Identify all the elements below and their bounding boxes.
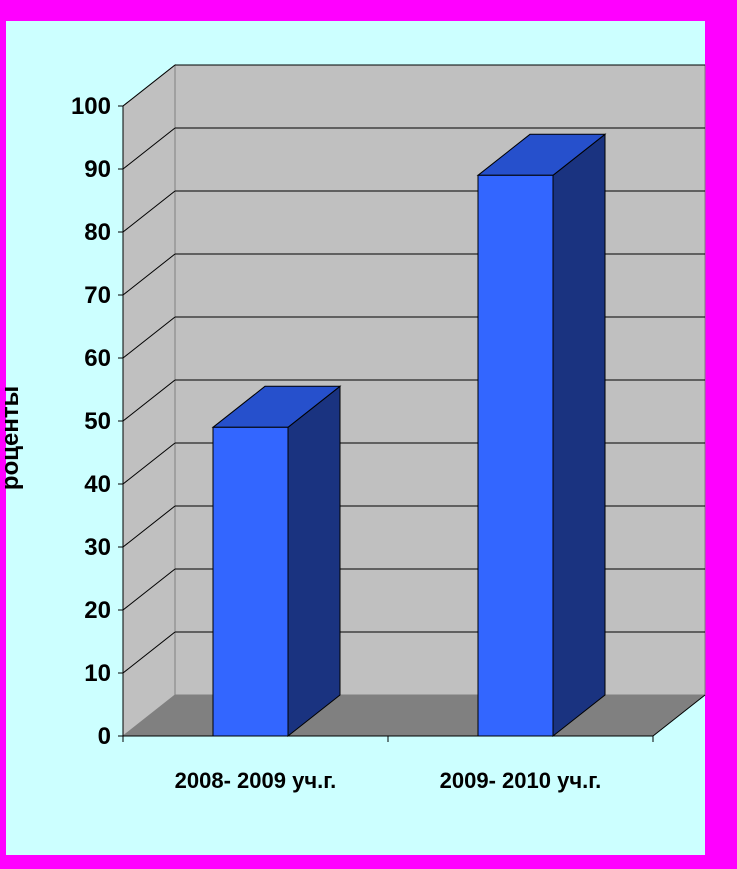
chart-walls (122, 63, 706, 738)
bar (211, 385, 342, 738)
bar-side-face (552, 133, 606, 738)
gridline-side (122, 505, 176, 548)
gridline-side (122, 442, 176, 485)
bar (476, 133, 607, 738)
gridline-side (122, 64, 176, 107)
y-tick-label: 20 (84, 597, 111, 624)
y-tick-label: 80 (84, 219, 111, 246)
axes (118, 105, 706, 742)
y-tick-label: 90 (84, 156, 111, 183)
x-category-label: 2008- 2009 уч.г. (175, 768, 337, 793)
y-tick-label: 70 (84, 282, 111, 309)
bar-front-face (477, 174, 554, 737)
y-tick-label: 40 (84, 471, 111, 498)
bar-side-face (287, 385, 341, 738)
y-tick-label: 0 (98, 723, 111, 750)
bar-front-face (212, 426, 289, 737)
gridline-side (122, 190, 176, 233)
bars (211, 133, 607, 738)
floor (123, 695, 705, 736)
y-tick-label: 10 (84, 660, 111, 687)
y-tick-label: 60 (84, 345, 111, 372)
y-tick-labels: 0 10 20 30 40 50 60 70 80 90 100 (71, 93, 111, 750)
gridline-side (122, 379, 176, 422)
gridline-side (122, 568, 176, 611)
gridline-side (122, 253, 176, 296)
gridline-side (122, 127, 176, 170)
y-tick-label: 50 (84, 408, 111, 435)
y-tick-label: 30 (84, 534, 111, 561)
gridline-side (122, 316, 176, 359)
floor-edge (652, 694, 706, 737)
y-tick-label: 100 (71, 93, 111, 120)
gridline-side (122, 631, 176, 674)
y-axis-title: роценты (0, 386, 24, 490)
x-category-labels: 2008- 2009 уч.г. 2009- 2010 уч.г. (175, 768, 602, 793)
x-category-label: 2009- 2010 уч.г. (440, 768, 602, 793)
